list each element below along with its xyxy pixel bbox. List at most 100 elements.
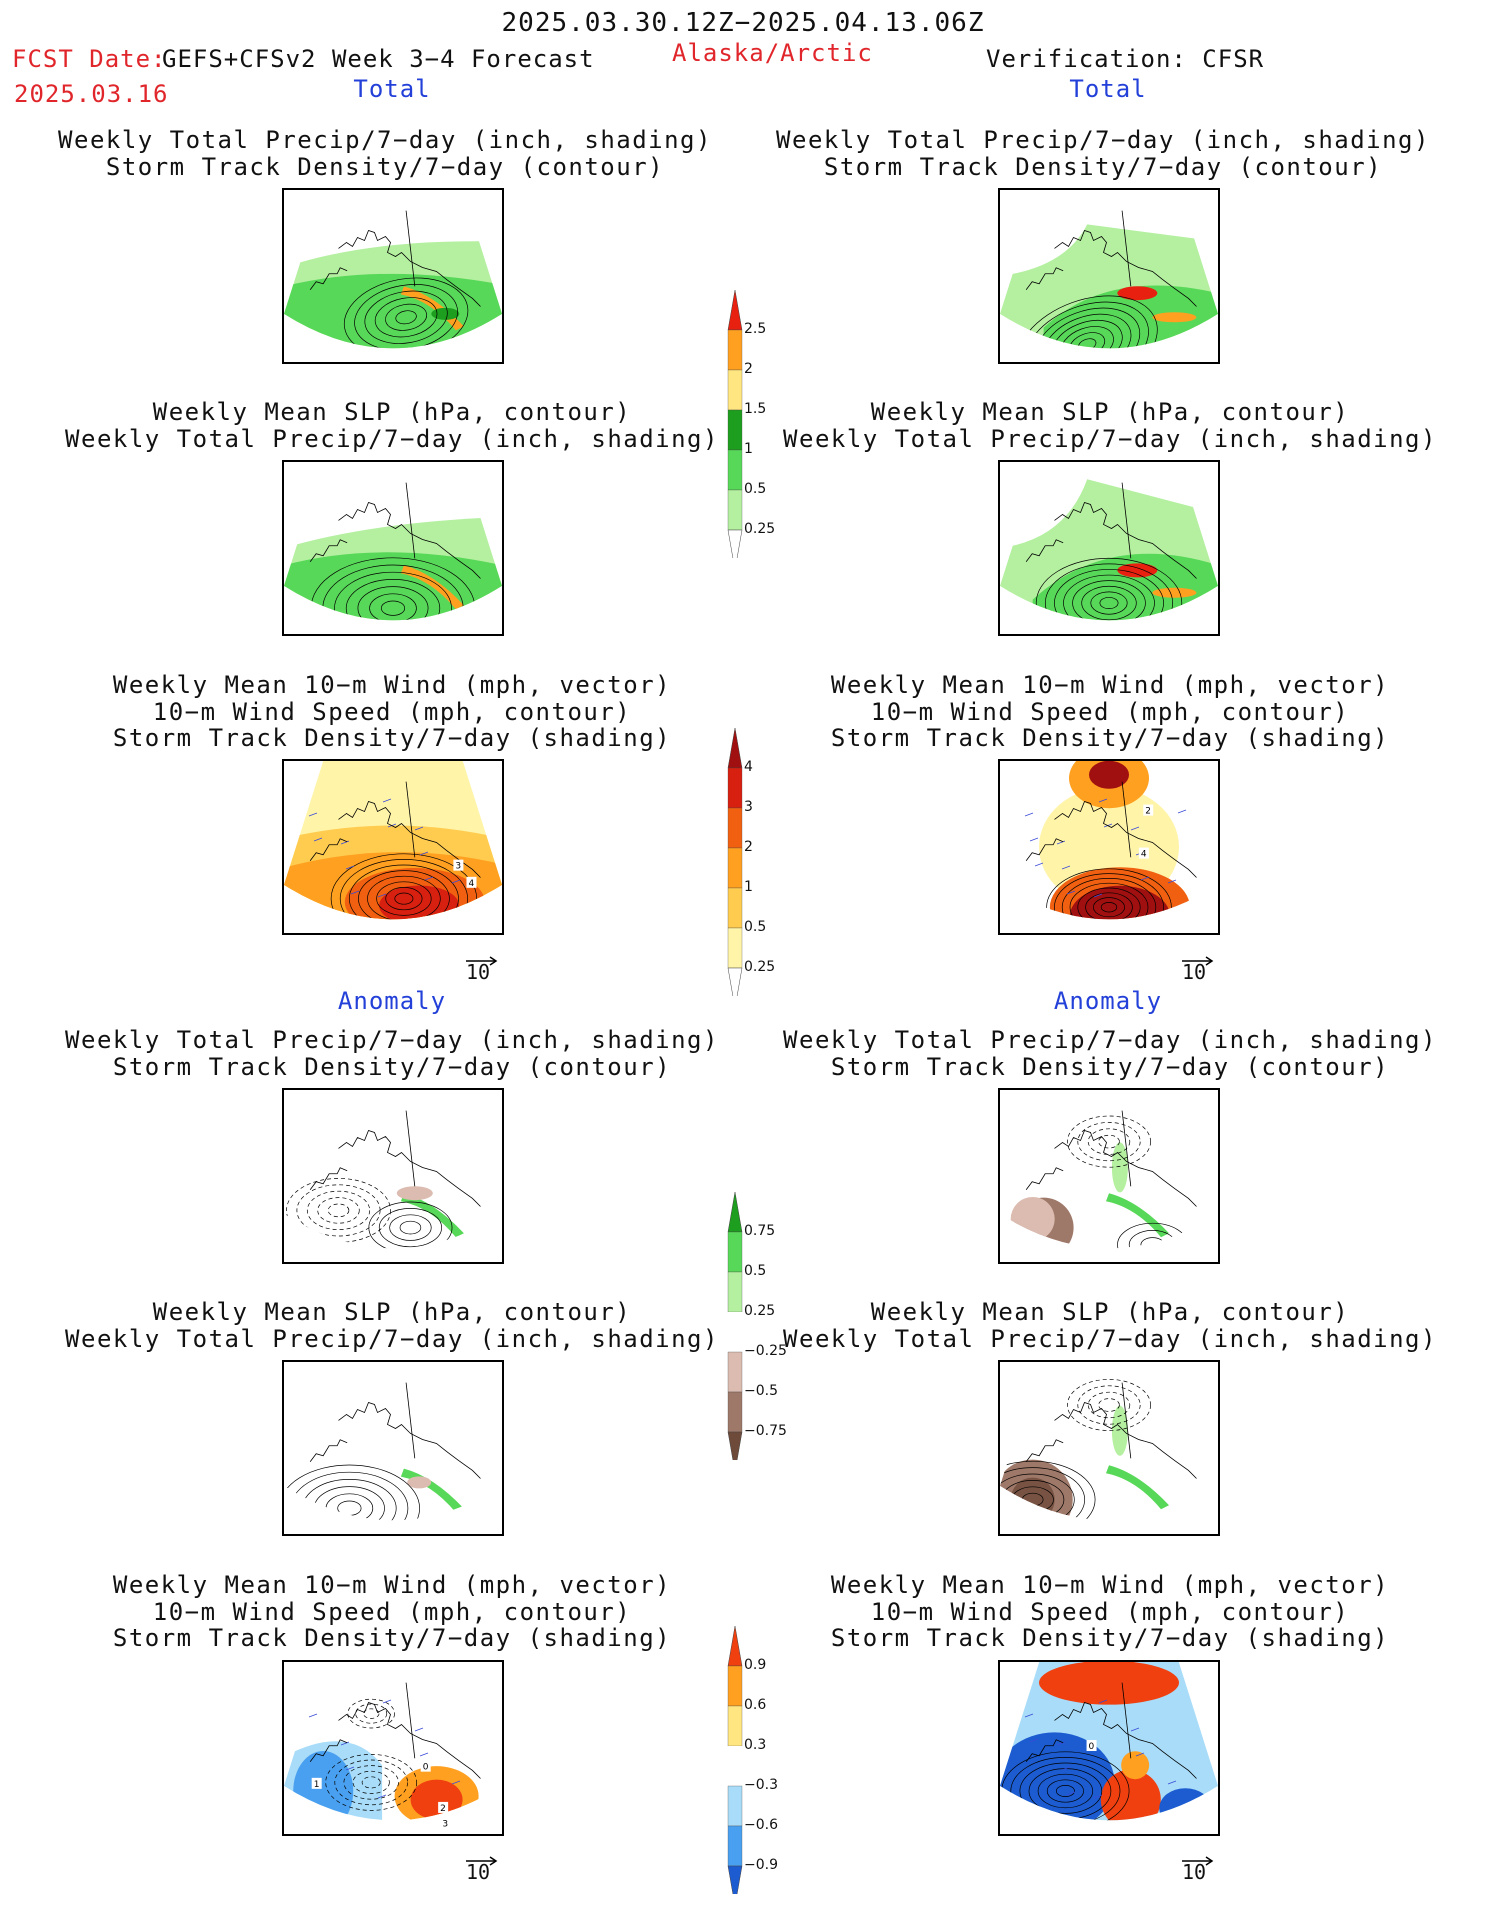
contour-line bbox=[1077, 887, 1141, 920]
contour-label: 4 bbox=[468, 879, 474, 889]
wind-vector bbox=[1056, 1741, 1066, 1746]
vector-ref-fcst-total: 10 bbox=[464, 948, 500, 984]
colorbar-tick-label: −0.5 bbox=[744, 1383, 778, 1399]
colorbar-swatch bbox=[727, 1825, 743, 1867]
shade-region bbox=[1111, 1405, 1128, 1456]
contour-line bbox=[1063, 574, 1155, 621]
colorbar-swatch bbox=[727, 1191, 743, 1233]
colorbar-tick-label: 0.25 bbox=[744, 521, 776, 537]
colorbar-tick-label: −0.6 bbox=[744, 1817, 778, 1833]
colorbar-svg bbox=[727, 1191, 743, 1460]
shade-region bbox=[1152, 312, 1197, 323]
shade-region bbox=[400, 1468, 464, 1513]
map-fcst-anom-precip-svg bbox=[286, 1110, 481, 1249]
colorbar-tick-label: 1 bbox=[744, 879, 753, 895]
colorbar-swatch bbox=[727, 847, 743, 889]
contour-line bbox=[1100, 902, 1118, 913]
contour-line bbox=[1060, 326, 1114, 349]
map-clip-group bbox=[284, 517, 502, 621]
border-line bbox=[1121, 781, 1132, 858]
contour-line bbox=[1046, 1779, 1084, 1803]
contour-line bbox=[1054, 873, 1164, 920]
contour-line bbox=[399, 1220, 422, 1235]
coastline bbox=[309, 1739, 348, 1762]
shade-region bbox=[431, 307, 460, 320]
colorbar-svg bbox=[727, 727, 743, 996]
contour-line bbox=[1025, 301, 1149, 349]
colorbar-tick-label: −0.9 bbox=[744, 1857, 778, 1873]
wind-vector bbox=[1024, 812, 1034, 817]
section-anomaly-right: Anomaly bbox=[1053, 987, 1163, 1015]
shade-region bbox=[400, 1193, 464, 1238]
verification-label: Verification: CFSR bbox=[986, 45, 1265, 73]
wind-vector bbox=[1130, 1727, 1140, 1732]
section-total-right: Total bbox=[1069, 75, 1147, 103]
coastline bbox=[1054, 800, 1197, 878]
contour-line bbox=[1010, 1757, 1121, 1821]
contour-line bbox=[1069, 882, 1149, 920]
wind-vector bbox=[414, 826, 424, 831]
coastline bbox=[1054, 501, 1197, 579]
coastline bbox=[1025, 1739, 1064, 1762]
colorbar-swatch bbox=[727, 1865, 743, 1894]
map-fcst-total-precip-svg bbox=[284, 190, 502, 349]
border-line bbox=[405, 210, 416, 287]
wind-vector bbox=[377, 893, 387, 898]
contour-line bbox=[374, 297, 438, 338]
border-line bbox=[1121, 482, 1132, 559]
contour-line bbox=[1037, 1773, 1094, 1809]
border-line bbox=[1121, 1382, 1132, 1459]
contour-line bbox=[1043, 313, 1132, 349]
coastline bbox=[1054, 1701, 1197, 1779]
colorbar-swatch bbox=[727, 329, 743, 371]
map-obs-total-slp bbox=[998, 460, 1220, 636]
colorbar-tick-label: −0.25 bbox=[744, 1343, 787, 1359]
wind-vector bbox=[1061, 865, 1071, 870]
map-obs-anom-wind: 0 bbox=[998, 1660, 1220, 1836]
wind-vector bbox=[1140, 876, 1150, 881]
border-line bbox=[405, 1110, 416, 1187]
contour-label: 3 bbox=[442, 1819, 448, 1829]
title-obs-anom-wind: Weekly Mean 10−m Wind (mph, vector) 10−m … bbox=[830, 1571, 1390, 1652]
shade-region bbox=[1010, 1477, 1055, 1521]
colorbar-storm-total: 4 3 2 1 0.5 0.25 bbox=[720, 706, 820, 996]
contour-line bbox=[337, 1500, 362, 1516]
shade-region bbox=[1106, 1465, 1169, 1510]
title-fcst-total-precip: Weekly Total Precip/7−day (inch, shading… bbox=[58, 126, 712, 181]
map-obs-anom-slp-svg bbox=[1000, 1379, 1197, 1521]
coastline bbox=[309, 1167, 348, 1190]
wind-vector bbox=[419, 851, 429, 856]
contour-label: 2 bbox=[1145, 807, 1151, 817]
coastline bbox=[1054, 1129, 1197, 1207]
vector-arrow-icon bbox=[1182, 956, 1214, 966]
colorbar-tick-label: 0.25 bbox=[744, 1303, 776, 1319]
contour-line bbox=[1061, 878, 1157, 920]
wind-vector bbox=[1029, 1738, 1039, 1743]
colorbar-tick-label: −0.3 bbox=[744, 1777, 778, 1793]
contour-label: 4 bbox=[1141, 850, 1147, 860]
shade-region bbox=[293, 1751, 354, 1821]
contour-label: 3 bbox=[455, 862, 461, 872]
contour-line bbox=[352, 1770, 390, 1794]
contour-label: 0 bbox=[423, 1763, 429, 1773]
contour-line bbox=[1035, 557, 1183, 621]
fcst-date-label: FCST Date: bbox=[12, 45, 167, 73]
colorbar-swatch bbox=[727, 727, 743, 769]
wind-vector bbox=[1061, 1766, 1071, 1771]
map-clip-group bbox=[284, 190, 502, 349]
map-clip-group bbox=[1000, 1662, 1218, 1821]
coastline bbox=[1025, 1439, 1064, 1462]
map-obs-anom-slp bbox=[998, 1360, 1220, 1536]
wind-vector bbox=[303, 787, 313, 792]
contour-line bbox=[1099, 597, 1119, 609]
map-obs-total-precip bbox=[998, 188, 1220, 364]
map-fcst-anom-wind: 1 0 2 3 bbox=[282, 1660, 504, 1836]
contour-line bbox=[334, 1759, 408, 1806]
contour-line bbox=[1054, 569, 1164, 621]
colorbar-tick-label: 2.5 bbox=[744, 321, 767, 337]
coastline bbox=[309, 539, 348, 562]
coastline bbox=[1025, 267, 1064, 290]
colorbar-tick-label: −0.75 bbox=[744, 1423, 787, 1439]
contour-line bbox=[290, 1471, 409, 1521]
